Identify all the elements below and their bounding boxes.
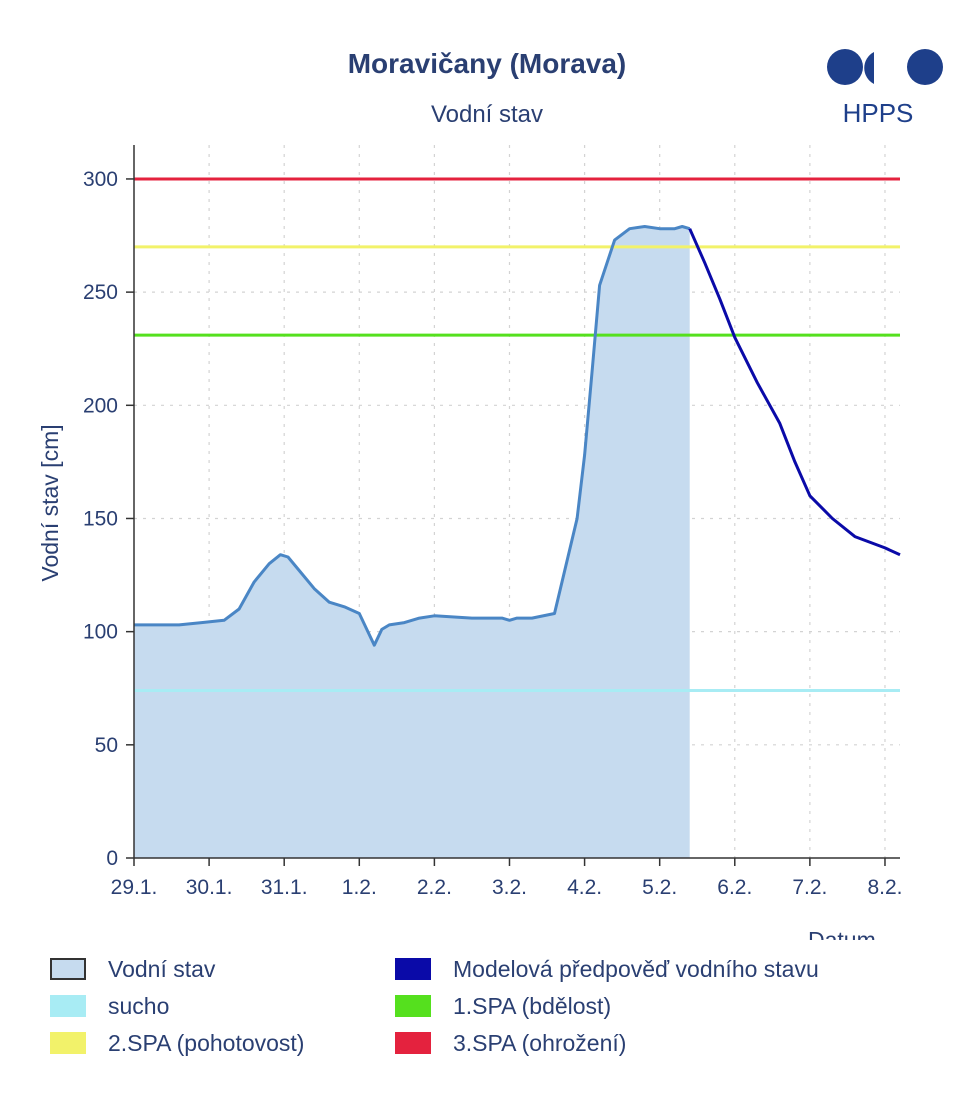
y-tick-label: 50 (95, 734, 118, 757)
x-axis-label: Datum (808, 927, 876, 940)
legend-swatch-spa3 (395, 1032, 431, 1054)
legend-swatch-spa1 (395, 995, 431, 1017)
logo-text: HPPS (843, 98, 914, 128)
legend-swatch-model (395, 958, 431, 980)
y-tick-label: 200 (83, 394, 118, 417)
legend-swatch-sucho (50, 995, 86, 1017)
x-tick-label: 30.1. (186, 876, 233, 899)
y-tick-label: 300 (83, 168, 118, 191)
logo-dot-1 (827, 49, 863, 85)
legend-label-spa1: 1.SPA (bdělost) (453, 992, 612, 1019)
y-ticks: 0 50 100 150 200 250 300 (83, 168, 134, 870)
area-layer (134, 226, 690, 858)
x-tick-label: 1.2. (342, 876, 377, 899)
series-line-1 (688, 228, 901, 557)
y-tick-label: 150 (83, 507, 118, 530)
logo-half-dot (864, 52, 874, 84)
legend-swatch-spa2 (50, 1032, 86, 1054)
x-ticks: 29.1. 30.1. 31.1. 1.2. 2.2. 3.2. 4.2. 5.2. 6.2. 7… (111, 858, 902, 899)
line-layer (134, 225, 901, 647)
x-tick-label: 6.2. (717, 876, 752, 899)
legend-label-model: Modelová předpověď vodního stavu (453, 955, 819, 982)
y-axis-label: Vodní stav [cm] (37, 424, 63, 581)
y-tick-label: 100 (83, 621, 118, 644)
y-tick-label: 0 (106, 847, 118, 870)
legend-item-spa1: 1.SPA (bdělost) (395, 991, 611, 1021)
legend-item-model: Modelová předpověď vodního stavu (395, 954, 819, 984)
y-tick-label: 250 (83, 281, 118, 304)
x-tick-label: 4.2. (567, 876, 602, 899)
chart-title: Moravičany (Morava) (348, 48, 627, 79)
legend-item-spa2: 2.SPA (pohotovost) (50, 1028, 304, 1058)
x-tick-label: 3.2. (492, 876, 527, 899)
x-tick-label: 2.2. (417, 876, 452, 899)
legend-swatch-vodni-stav (50, 958, 86, 980)
legend-label-sucho: sucho (108, 992, 170, 1019)
threshold-layer (134, 177, 900, 693)
series-line-0 (134, 225, 691, 647)
x-tick-label: 8.2. (867, 876, 902, 899)
x-tick-label: 31.1. (261, 876, 308, 899)
x-tick-label: 5.2. (642, 876, 677, 899)
axes (133, 145, 900, 859)
legend-label-spa2: 2.SPA (pohotovost) (108, 1029, 305, 1056)
legend-item-spa3: 3.SPA (ohrožení) (395, 1028, 626, 1058)
logo-dot-2 (907, 49, 943, 85)
x-tick-label: 29.1. (111, 876, 158, 899)
series-area-vodni-stav (134, 226, 690, 858)
legend-label-vodni-stav: Vodní stav (108, 955, 216, 982)
hpps-logo: HPPS (827, 49, 943, 128)
chart-subtitle: Vodní stav (431, 101, 543, 128)
legend-item-vodni-stav: Vodní stav (50, 954, 215, 984)
x-tick-label: 7.2. (792, 876, 827, 899)
legend-label-spa3: 3.SPA (ohrožení) (453, 1029, 627, 1056)
legend-item-sucho: sucho (50, 991, 169, 1021)
chart-svg: Moravičany (Morava) Vodní stav HPPS 0 50 1… (37, 48, 943, 940)
